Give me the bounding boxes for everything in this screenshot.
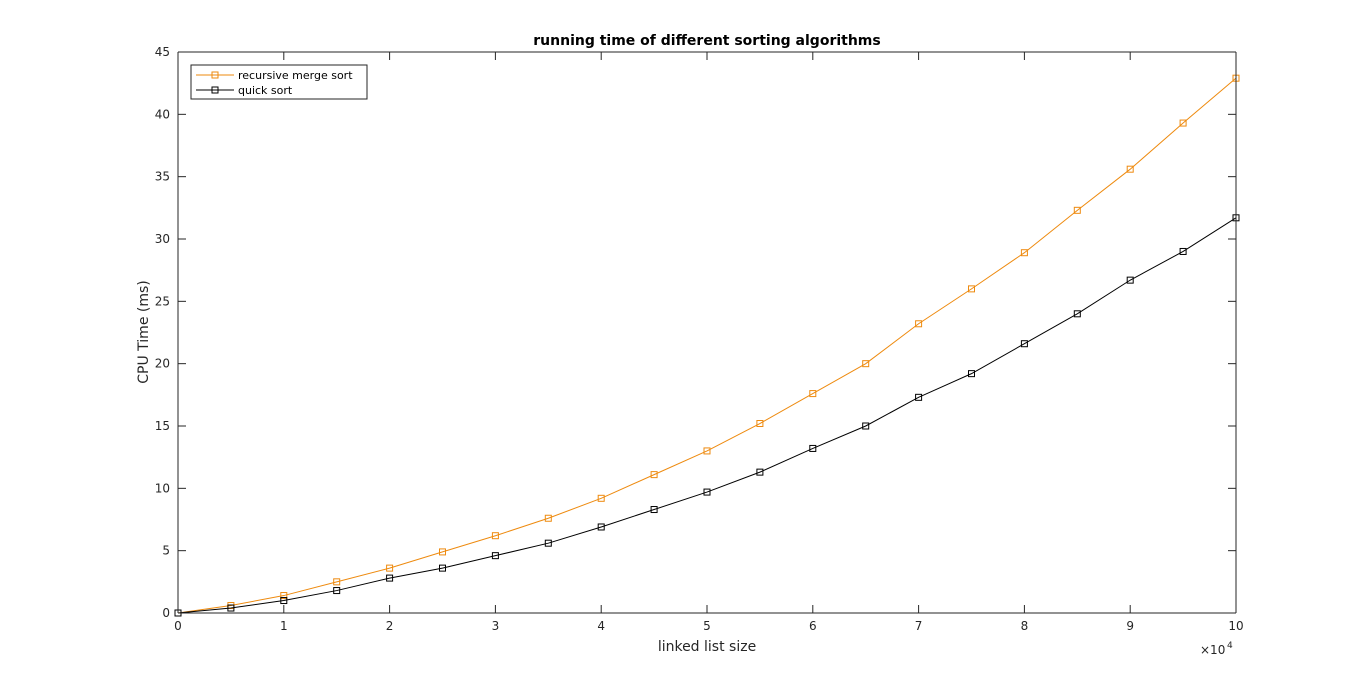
data-point xyxy=(280,592,288,600)
x-ticks: 0 1 2 3 4 5 6 7 8 9 10 xyxy=(174,52,1244,633)
data-point xyxy=(597,523,605,531)
data-point xyxy=(650,471,658,479)
data-point xyxy=(439,548,446,556)
x-tick-label: 9 xyxy=(1126,619,1134,633)
data-point xyxy=(280,597,288,605)
plot-area xyxy=(178,52,1236,613)
legend-marker xyxy=(211,86,219,94)
x-exponent-base: ×10 xyxy=(1200,643,1225,657)
data-point xyxy=(650,506,658,514)
data-point xyxy=(1126,276,1134,284)
x-tick-label: 2 xyxy=(386,619,394,633)
y-tick-label: 25 xyxy=(155,294,170,308)
data-point xyxy=(915,320,923,328)
y-tick-label: 10 xyxy=(155,481,170,495)
legend-marker xyxy=(211,71,219,79)
x-tick-label: 7 xyxy=(915,619,923,633)
series-line xyxy=(177,77,1237,614)
y-tick-label: 20 xyxy=(155,357,170,371)
data-point xyxy=(1179,247,1187,255)
data-point xyxy=(333,578,341,586)
legend-label: recursive merge sort xyxy=(238,69,353,82)
y-tick-label: 35 xyxy=(155,170,170,184)
x-tick-label: 0 xyxy=(174,619,182,633)
series-layer xyxy=(174,74,1240,617)
data-point xyxy=(386,574,394,582)
data-point xyxy=(333,587,341,595)
x-tick-label: 4 xyxy=(597,619,605,633)
data-point xyxy=(227,604,235,612)
data-point xyxy=(968,370,975,378)
data-point xyxy=(1073,310,1081,318)
y-tick-label: 5 xyxy=(162,544,170,558)
data-point xyxy=(439,564,446,572)
data-point xyxy=(809,390,817,398)
data-point xyxy=(491,552,499,560)
data-point xyxy=(544,514,552,522)
data-point xyxy=(1073,206,1081,214)
y-axis-label: CPU Time (ms) xyxy=(136,280,152,383)
data-point xyxy=(703,488,711,496)
data-point xyxy=(1020,249,1028,257)
y-ticks: 0 5 10 15 20 25 30 35 40 45 xyxy=(155,45,1236,620)
data-point xyxy=(756,468,764,476)
data-point xyxy=(1020,340,1028,348)
data-point xyxy=(915,393,923,401)
legend-entries: recursive merge sort quick sort xyxy=(196,69,353,97)
x-tick-label: 6 xyxy=(809,619,817,633)
x-tick-label: 3 xyxy=(492,619,500,633)
data-point xyxy=(809,444,817,452)
series-line xyxy=(177,217,1237,614)
data-point xyxy=(1126,165,1134,173)
data-point xyxy=(968,285,975,293)
x-tick-label: 5 xyxy=(703,619,711,633)
data-point xyxy=(862,360,870,368)
data-point xyxy=(491,532,499,540)
y-tick-label: 30 xyxy=(155,232,170,246)
x-tick-label: 10 xyxy=(1228,619,1243,633)
x-axis-label: linked list size xyxy=(658,639,756,655)
x-exponent: ×10 4 xyxy=(1200,641,1233,657)
y-tick-label: 0 xyxy=(162,606,170,620)
data-point xyxy=(597,494,605,502)
data-point xyxy=(756,420,764,428)
data-point xyxy=(386,564,394,572)
y-tick-label: 15 xyxy=(155,419,170,433)
chart-title: running time of different sorting algori… xyxy=(533,33,880,49)
data-point xyxy=(703,447,711,455)
axes xyxy=(177,51,1237,614)
x-tick-label: 1 xyxy=(280,619,288,633)
legend-box xyxy=(190,64,368,100)
data-point xyxy=(862,422,870,430)
data-point xyxy=(544,539,552,547)
x-exponent-power: 4 xyxy=(1227,641,1233,651)
y-tick-label: 40 xyxy=(155,107,170,121)
y-tick-label: 45 xyxy=(155,45,170,59)
legend-label: quick sort xyxy=(238,84,293,97)
legend: recursive merge sort quick sort xyxy=(190,64,368,100)
series-2 xyxy=(174,214,1240,617)
x-tick-label: 8 xyxy=(1021,619,1029,633)
data-point xyxy=(1179,119,1187,127)
